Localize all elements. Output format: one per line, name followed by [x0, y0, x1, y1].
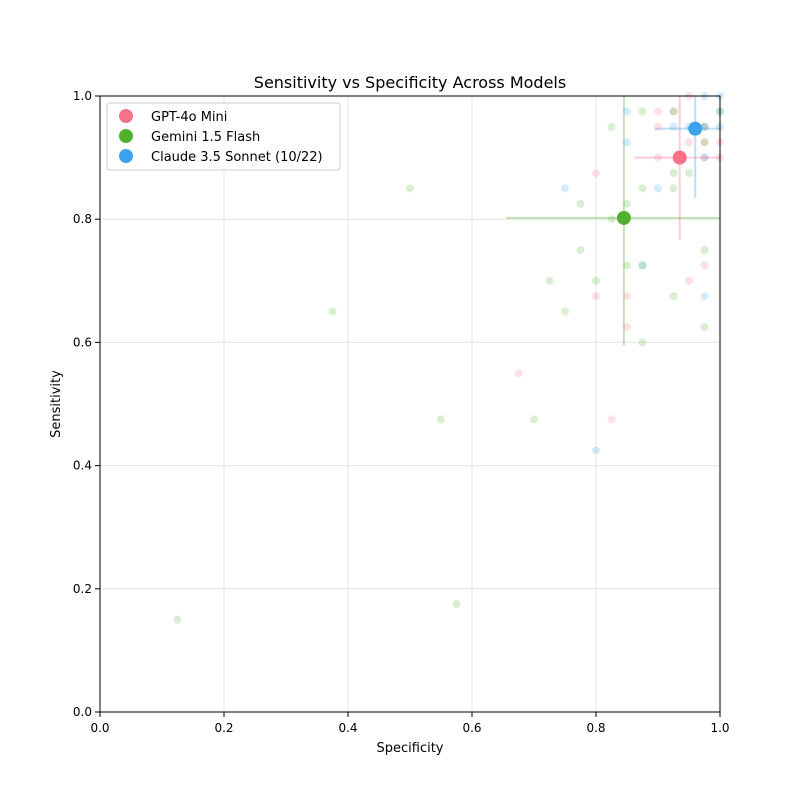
- legend-marker: [119, 149, 133, 163]
- data-point: [576, 246, 585, 254]
- data-point: [654, 122, 662, 131]
- data-point: [685, 169, 693, 177]
- y-tick-label: 0.6: [73, 335, 92, 349]
- y-tick-label: 0.0: [73, 705, 92, 719]
- mean-point: [616, 210, 631, 225]
- data-point: [514, 369, 523, 378]
- data-point: [623, 199, 631, 208]
- data-point: [700, 138, 709, 147]
- data-point: [452, 600, 461, 609]
- x-axis-label: Specificity: [377, 741, 444, 756]
- data-point: [669, 169, 678, 177]
- data-point: [669, 107, 678, 116]
- data-point: [623, 261, 631, 270]
- chart-title: Sensitivity vs Specificity Across Models: [254, 73, 566, 92]
- data-point: [592, 169, 600, 177]
- data-point: [654, 153, 662, 162]
- data-point: [700, 153, 709, 162]
- x-tick-label: 0.8: [586, 721, 605, 735]
- data-point: [437, 415, 445, 424]
- data-point: [328, 307, 337, 316]
- data-point: [700, 261, 709, 270]
- data-point: [669, 122, 678, 131]
- x-tick-label: 0.6: [462, 721, 481, 735]
- y-tick-label: 0.2: [73, 582, 92, 596]
- data-point: [669, 292, 678, 301]
- y-tick-label: 1.0: [73, 89, 92, 103]
- data-point: [700, 122, 709, 131]
- data-point: [607, 122, 616, 131]
- x-tick-label: 1.0: [710, 721, 729, 735]
- data-point: [700, 292, 709, 301]
- x-tick-label: 0.0: [90, 721, 109, 735]
- data-point: [545, 276, 554, 285]
- legend-label: GPT-4o Mini: [151, 110, 227, 125]
- data-point: [638, 261, 647, 270]
- data-point: [561, 184, 569, 193]
- x-tick-label: 0.4: [338, 721, 357, 735]
- data-point: [592, 276, 600, 285]
- data-point: [700, 246, 709, 254]
- data-point: [623, 323, 631, 331]
- data-point: [638, 261, 647, 270]
- data-point: [607, 415, 616, 424]
- plot-frame: [99, 95, 721, 713]
- data-point: [576, 199, 585, 208]
- data-point: [654, 184, 662, 193]
- y-axis-label: Sensitivity: [49, 370, 64, 438]
- data-point: [638, 338, 647, 347]
- data-point: [623, 292, 631, 301]
- data-point: [592, 292, 600, 301]
- legend: GPT-4o Mini Gemini 1.5 Flash Claude 3.5 So…: [106, 102, 341, 171]
- data-point: [700, 122, 709, 131]
- legend-label: Claude 3.5 Sonnet (10/22): [151, 150, 323, 165]
- data-point: [700, 153, 709, 162]
- data-point: [654, 107, 662, 116]
- x-tick-label: 0.2: [214, 721, 233, 735]
- data-point: [700, 138, 709, 147]
- mean-point: [688, 121, 703, 136]
- data-point: [669, 184, 678, 193]
- legend-marker: [119, 129, 133, 143]
- legend-marker: [119, 109, 133, 123]
- data-point: [638, 184, 647, 193]
- data-point: [406, 184, 414, 193]
- data-point: [623, 138, 631, 147]
- data-point: [623, 107, 631, 116]
- data-point: [669, 107, 678, 116]
- data-point: [685, 138, 693, 147]
- legend-label: Gemini 1.5 Flash: [151, 130, 260, 145]
- data-point: [638, 107, 647, 116]
- data-points: [173, 92, 724, 624]
- data-point: [700, 122, 709, 131]
- data-point: [530, 415, 538, 424]
- data-point: [592, 446, 600, 455]
- data-point: [173, 615, 182, 624]
- ticks: 0.0 0.2 0.4 0.6 0.8 1.0 0.0 0.2 0.4 0.6 0.8 1.0: [73, 89, 730, 735]
- data-point: [685, 276, 693, 285]
- data-point: [607, 215, 616, 224]
- data-point: [700, 323, 709, 331]
- mean-point: [672, 150, 687, 165]
- data-point: [561, 307, 569, 316]
- y-tick-label: 0.4: [73, 459, 92, 473]
- y-tick-label: 0.8: [73, 212, 92, 226]
- mean-points: [616, 121, 703, 225]
